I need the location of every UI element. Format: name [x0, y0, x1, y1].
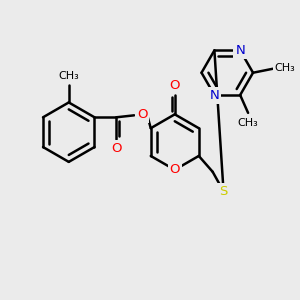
Text: O: O — [169, 163, 180, 176]
Text: N: N — [235, 44, 245, 57]
Text: O: O — [111, 142, 122, 154]
Text: CH₃: CH₃ — [238, 118, 259, 128]
Text: O: O — [169, 163, 180, 176]
Text: N: N — [209, 88, 219, 101]
Text: S: S — [219, 185, 228, 198]
Text: N: N — [235, 44, 245, 57]
Text: S: S — [219, 185, 228, 198]
Text: CH₃: CH₃ — [274, 63, 295, 73]
Text: CH₃: CH₃ — [58, 71, 79, 81]
Text: O: O — [169, 79, 180, 92]
Text: O: O — [169, 79, 180, 92]
Text: O: O — [137, 108, 147, 121]
Text: N: N — [209, 88, 219, 101]
Text: O: O — [111, 142, 122, 154]
Text: O: O — [137, 108, 147, 121]
